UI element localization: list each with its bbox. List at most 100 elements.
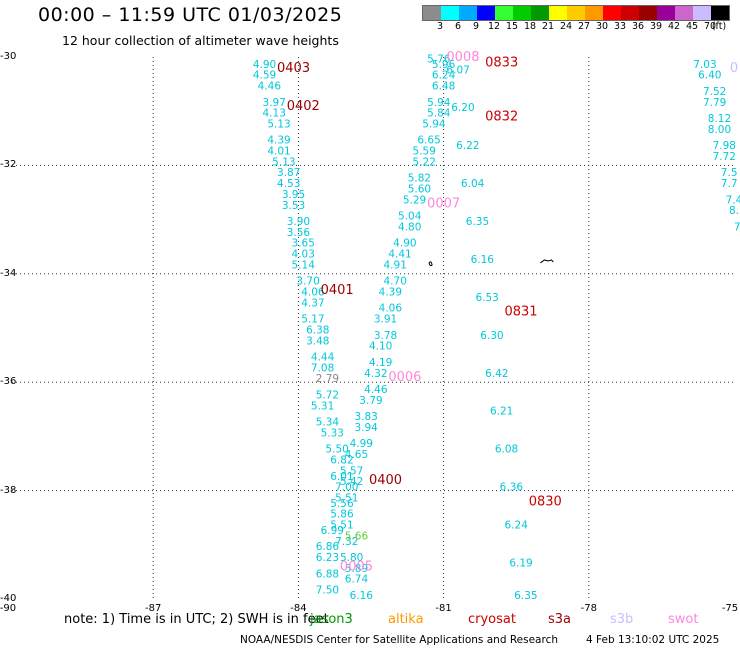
swh-value: 5.51 (330, 520, 353, 532)
swh-value: 6.86 (316, 541, 340, 553)
swh-value: 5.89 (345, 563, 368, 575)
swh-value: 4.06 (301, 286, 325, 298)
swh-value: 7.00 (335, 482, 358, 494)
map-subtitle: 12 hour collection of altimeter wave hei… (62, 33, 339, 48)
map-svg: 4.904.594.463.974.135.134.394.015.133.87… (8, 50, 740, 602)
swh-value: 5.76 (427, 53, 451, 65)
latitude-label: -36 (0, 376, 17, 388)
longitude-label: -75 (721, 603, 739, 614)
swh-value: 4.41 (388, 249, 411, 261)
colorbar-label: 39 (649, 21, 663, 32)
swh-value: 4.01 (267, 146, 290, 158)
colorbar-label: 45 (685, 21, 699, 32)
swh-value: 4.65 (345, 449, 368, 461)
swh-value: 5.94 (422, 118, 446, 130)
swh-value: 6.38 (306, 324, 329, 336)
swh-value: 5.29 (403, 194, 426, 206)
colorbar-swatch (693, 6, 711, 20)
legend-s3b: s3b (610, 612, 634, 627)
swh-value: 4.70 (384, 276, 407, 288)
swh-value: 6.08 (495, 444, 518, 456)
swh-value: 6.35 (514, 590, 537, 602)
swh-value: 6.74 (345, 574, 369, 586)
swh-value: 7.72 (713, 151, 736, 163)
longitude-label: -90 (0, 603, 17, 614)
pass-time-label: 0831 (504, 305, 537, 320)
credit-text: NOAA/NESDIS Center for Satellite Applica… (240, 634, 558, 646)
swh-value: 4.90 (253, 59, 276, 71)
colorbar-swatch (567, 6, 585, 20)
pass-time-label: 0403 (277, 61, 310, 76)
swh-value: 4.37 (301, 297, 324, 309)
colorbar-swatch (603, 6, 621, 20)
swh-value: 6.16 (350, 590, 374, 602)
swh-value: 4.46 (364, 384, 388, 396)
colorbar-swatch (675, 6, 693, 20)
swh-value: 5.13 (272, 156, 295, 168)
swh-value: 6.22 (456, 140, 479, 152)
swh-value: 2.79 (316, 373, 339, 385)
swh-value: 5.13 (267, 118, 290, 130)
map-title: 00:00 – 11:59 UTC 01/03/2025 (38, 4, 343, 26)
swh-value: 7.5 (721, 167, 738, 179)
swh-value: 6.04 (461, 178, 485, 190)
swh-value: 3.95 (282, 189, 305, 201)
swh-value: 5.72 (316, 389, 339, 401)
colorbar-swatch (549, 6, 567, 20)
swh-value: 4.99 (350, 438, 373, 450)
swh-value: 5.86 (330, 509, 354, 521)
swh-value: 7.32 (335, 536, 358, 548)
colorbar-swatch (477, 6, 495, 20)
swh-value: 4.10 (369, 341, 392, 353)
pass-time-label: 0830 (529, 494, 562, 509)
colorbar-swatch (441, 6, 459, 20)
swh-value: 4.53 (277, 178, 300, 190)
colorbar-label: 27 (577, 21, 591, 32)
colorbar-label: 6 (454, 21, 462, 32)
longitude-label: -87 (145, 603, 162, 614)
swh-value: 6.20 (451, 102, 474, 114)
swh-value: 4.39 (379, 286, 402, 298)
swh-value: 6.42 (485, 368, 508, 380)
swh-value: 3.83 (354, 411, 377, 423)
swh-value: 6.40 (698, 70, 721, 82)
pass-time-label: 0007 (427, 196, 460, 211)
swh-value: 6.48 (432, 81, 455, 93)
swh-value: 5.66 (345, 530, 369, 542)
map-plot-area: 4.90 4.59 4.46 3.97 4.13 5.13 4.39 4.01 5.13 3.87… (8, 50, 740, 602)
colorbar-label: 3 (436, 21, 444, 32)
latitude-label: -30 (0, 51, 17, 62)
colorbar-swatch (513, 6, 531, 20)
swh-value: 7.4 (726, 194, 740, 206)
swh-value: 4.46 (258, 81, 282, 93)
swh-value: 8.00 (708, 124, 731, 136)
pass-time-label: 0005 (340, 559, 373, 574)
swh-value: 6.35 (466, 216, 489, 228)
pass-time-label: 0006 (388, 370, 421, 385)
colorbar-label: 15 (505, 21, 519, 32)
swh-value: 3.91 (374, 314, 397, 326)
pass-time-label: 0833 (485, 55, 518, 70)
legend-cryosat: cryosat (468, 612, 516, 627)
swh-value: 5.57 (340, 465, 363, 477)
pass-time-label: 0 (730, 61, 738, 76)
pass-time-label: 0400 (369, 473, 402, 488)
swh-value: 6.99 (321, 525, 344, 537)
colorbar-swatch (657, 6, 675, 20)
swh-value: 6.30 (480, 330, 503, 342)
legend-altika: altika (388, 612, 424, 627)
swh-value: 6.53 (475, 292, 498, 304)
footnote: note: 1) Time is in UTC; 2) SWH is in fe… (64, 612, 329, 627)
swh-value: 4.06 (379, 303, 403, 315)
swh-value: 6.24 (432, 70, 456, 82)
longitude-label: -78 (580, 603, 597, 614)
colorbar-label: 9 (472, 21, 480, 32)
colorbar-swatch (639, 6, 657, 20)
colorbar-swatch (621, 6, 639, 20)
swh-value: 5.17 (301, 314, 324, 326)
colorbar-labels: 3 6 9 12 15 18 21 24 27 30 33 36 39 42 45 70 (ft) (422, 21, 728, 33)
swh-value: 5.60 (408, 184, 431, 196)
swh-value: 5.14 (292, 259, 316, 271)
swh-value: 6.21 (490, 406, 513, 418)
swh-value: 6.24 (505, 520, 529, 532)
